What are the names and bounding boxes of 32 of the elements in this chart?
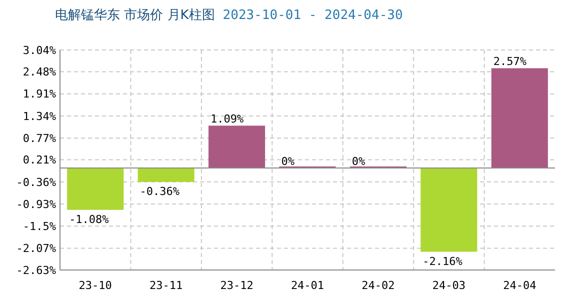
data-label: -1.08%: [69, 212, 110, 226]
y-tick-label: -1.5%: [22, 220, 56, 234]
y-tick-label: 0.21%: [22, 154, 56, 167]
y-tick-label: 0.77%: [22, 132, 56, 145]
data-label: -2.16%: [422, 254, 463, 268]
x-tick-label: 24-01: [290, 279, 324, 292]
bar: [138, 168, 194, 182]
y-tick-label: 1.91%: [22, 88, 56, 101]
data-label: 0%: [281, 154, 295, 168]
y-tick-label: 3.04%: [22, 44, 56, 57]
x-tick-label: 23-12: [220, 279, 254, 292]
x-tick-label: 24-02: [362, 279, 395, 292]
x-tick-label: 23-11: [150, 279, 183, 292]
chart-subtitle: 2023-10-01 - 2024-04-30: [222, 8, 403, 23]
x-tick-label: 23-10: [78, 279, 112, 292]
y-tick-label: 2.48%: [22, 66, 56, 79]
bar: [67, 168, 124, 210]
bar: [491, 68, 548, 168]
data-label: 2.57%: [493, 55, 527, 68]
data-label: 1.09%: [210, 112, 244, 126]
y-tick-label: -0.36%: [16, 176, 56, 189]
bar: [420, 168, 478, 252]
y-tick-label: -2.63%: [16, 264, 56, 277]
data-label: 0%: [352, 154, 366, 168]
y-tick-label: -0.93%: [16, 198, 56, 211]
chart-title: 电解锰华东 市场价 月K柱图: [55, 8, 215, 23]
x-tick-label: 24-04: [503, 279, 537, 292]
x-tick-label: 24-03: [432, 279, 466, 292]
y-tick-label: -2.07%: [16, 242, 56, 256]
bar: [208, 126, 266, 168]
data-label: -0.36%: [140, 184, 180, 198]
y-tick-label: 1.34%: [22, 110, 56, 123]
